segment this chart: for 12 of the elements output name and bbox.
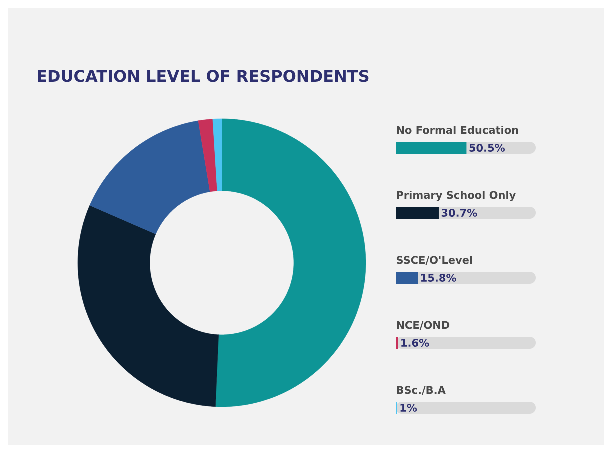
data-label: 15.8% bbox=[422, 274, 456, 282]
y-tick-label: SSCE/O'Level bbox=[396, 256, 472, 265]
y-tick-label: BSc./B.A bbox=[397, 386, 446, 395]
y-tick-label: Primary School Only bbox=[397, 191, 516, 202]
data-label: 1.6% bbox=[402, 339, 430, 347]
data-label: 30.7% bbox=[442, 209, 478, 217]
data-label: 50.5% bbox=[470, 144, 505, 152]
chart-title: EDUCATION LEVEL OF RESPONDENTS bbox=[38, 70, 369, 82]
y-tick-label: NCE/OND bbox=[397, 321, 450, 330]
data-label: 1% bbox=[400, 404, 418, 412]
y-tick-label: No Formal Education bbox=[397, 126, 518, 134]
bar bbox=[396, 272, 418, 284]
